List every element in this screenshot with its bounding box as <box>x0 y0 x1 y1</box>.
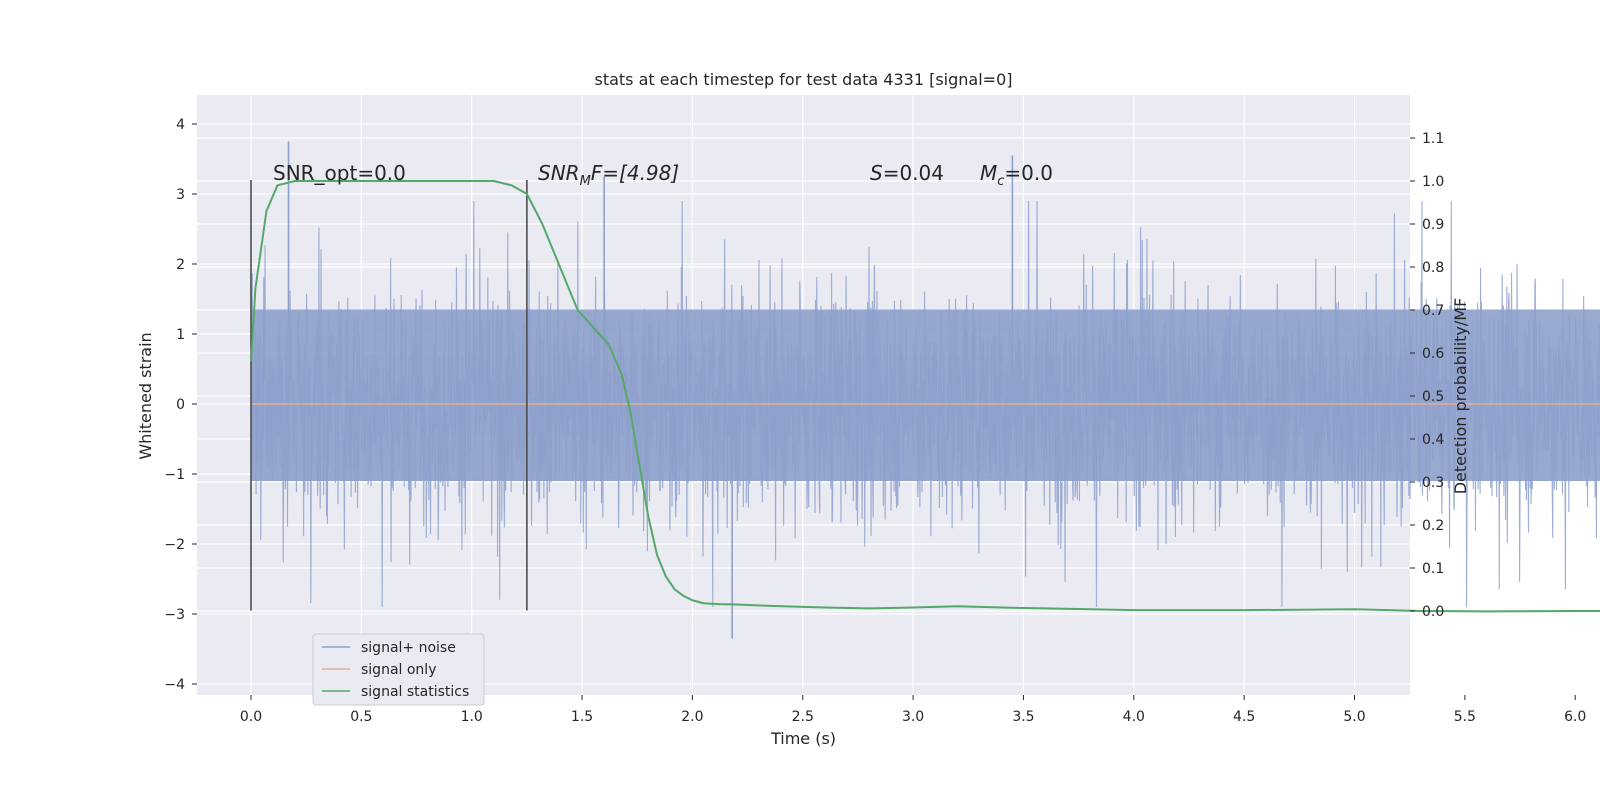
x-tick-label: 3.5 <box>1012 709 1034 725</box>
y2-tick-label: 0.1 <box>1422 561 1444 577</box>
axis-layer: 0.00.51.01.52.02.53.03.54.04.55.05.56.06… <box>164 117 1586 725</box>
legend: signal+ noise signal only signal statist… <box>312 633 485 706</box>
legend-label-signal-noise: signal+ noise <box>361 640 456 656</box>
y2-tick-label: 0.5 <box>1422 389 1444 405</box>
y2-tick-label: 0.0 <box>1422 604 1444 620</box>
annotation-snr-mf-base: SNR <box>538 161 580 185</box>
series-signal-noise-band <box>251 309 1600 481</box>
y-axis-label: Whitened strain <box>136 332 155 459</box>
annotation-mc-sub: c <box>997 174 1004 189</box>
y2-tick-label: 0.8 <box>1422 260 1444 276</box>
y2-tick-label: 1.1 <box>1422 131 1444 147</box>
series-signal-statistics-line <box>250 180 1600 613</box>
y2-axis-label: Detection probability/MF <box>1451 298 1470 495</box>
y2-tick-label: 0.4 <box>1422 432 1444 448</box>
series-signal-noise-line <box>250 200 1600 608</box>
y-tick-label: 1 <box>176 327 185 343</box>
y2-tick-label: 0.9 <box>1422 217 1444 233</box>
y-tick-label: 3 <box>176 187 185 203</box>
x-tick-label: 4.5 <box>1233 709 1255 725</box>
y-tick-label: 4 <box>176 117 185 133</box>
annotation-snr-opt: SNR_opt=0.0 <box>273 161 406 185</box>
x-tick-label: 1.0 <box>461 709 483 725</box>
annotation-mc-value: =0.0 <box>1004 161 1053 185</box>
x-tick-label: 5.0 <box>1343 709 1365 725</box>
chart-title: stats at each timestep for test data 433… <box>594 70 1012 89</box>
y-tick-label: 0 <box>176 397 185 413</box>
annotation-s-value: =0.04 <box>883 161 944 185</box>
x-tick-label: 4.0 <box>1123 709 1145 725</box>
x-tick-label: 1.5 <box>571 709 593 725</box>
y-tick-label: −4 <box>164 677 185 693</box>
legend-box <box>312 633 485 706</box>
annotation-snr-mf-sub: M <box>580 174 591 189</box>
x-tick-label: 0.5 <box>350 709 372 725</box>
y2-tick-label: 0.7 <box>1422 303 1444 319</box>
x-tick-label: 2.0 <box>681 709 703 725</box>
y-tick-label: −2 <box>164 537 185 553</box>
legend-label-signal-statistics: signal statistics <box>361 684 469 700</box>
x-tick-label: 3.0 <box>902 709 924 725</box>
x-tick-label: 5.5 <box>1454 709 1476 725</box>
y2-tick-label: 0.3 <box>1422 475 1444 491</box>
y2-tick-label: 0.6 <box>1422 346 1444 362</box>
y2-tick-label: 1.0 <box>1422 174 1444 190</box>
annotation-mc: Mc=0.0 <box>980 161 1053 189</box>
annotation-mc-label: M <box>980 161 997 185</box>
x-tick-label: 0.0 <box>240 709 262 725</box>
annotation-snr-mf: SNRMF=[4.98] <box>538 161 679 189</box>
annotation-snr-mf-rest: F=[4.98] <box>591 161 679 185</box>
y-tick-label: −1 <box>164 467 185 483</box>
y2-tick-label: 0.2 <box>1422 518 1444 534</box>
x-tick-label: 6.0 <box>1564 709 1586 725</box>
annotation-s: S=0.04 <box>870 161 944 185</box>
x-axis-label: Time (s) <box>770 729 836 748</box>
x-tick-label: 2.5 <box>792 709 814 725</box>
y-tick-label: 2 <box>176 257 185 273</box>
legend-label-signal-only: signal only <box>361 662 436 678</box>
annotation-s-label: S <box>870 161 883 185</box>
y-tick-label: −3 <box>164 607 185 623</box>
data-layer <box>250 141 1600 639</box>
